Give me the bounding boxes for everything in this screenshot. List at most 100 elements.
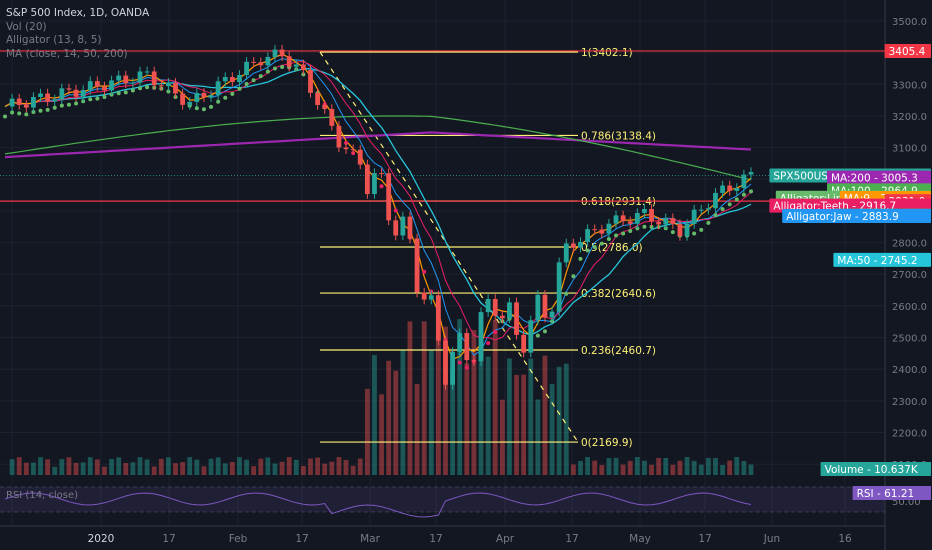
candle-body [94, 81, 100, 87]
symbol-title: S&P 500 Index, 1D, OANDA [6, 7, 150, 19]
candle-body [613, 215, 619, 224]
candle-body [599, 229, 605, 234]
volume-bar [421, 321, 427, 475]
volume-bar [237, 457, 242, 475]
volume-bar [293, 459, 299, 475]
candle-body [499, 315, 505, 319]
volume-bar [613, 457, 619, 475]
volume-bar [535, 399, 541, 475]
volume-bar [372, 355, 377, 475]
lips-dot [720, 207, 725, 212]
candle-body [634, 212, 640, 224]
candle-body [421, 292, 427, 300]
lips-dot [564, 291, 569, 296]
lips-dot [621, 231, 626, 236]
candle-body [187, 101, 193, 105]
volume-bar [187, 457, 193, 475]
x-tick-label: 17 [429, 533, 442, 545]
volume-bar [201, 466, 207, 475]
lips-dot [244, 81, 249, 86]
lips-dot [749, 189, 753, 194]
volume-bar [137, 457, 143, 475]
candle-body [66, 88, 72, 90]
volume-bar [66, 457, 72, 475]
candle-body [222, 77, 228, 82]
fib-level-label: 0.618(2931.4) [581, 196, 656, 208]
lips-dot [699, 227, 704, 232]
candle-body [322, 104, 328, 110]
candle-body [251, 61, 257, 63]
rsi-title: RSI (14, close) [6, 490, 78, 501]
volume-bar [386, 360, 392, 475]
candle-body [741, 174, 747, 188]
volume-bar [322, 463, 328, 475]
lips-dot [649, 224, 654, 229]
volume-bar [393, 370, 399, 475]
candle-body [208, 95, 214, 98]
candle-body [478, 312, 484, 362]
volume-bar [620, 464, 626, 475]
candle-body [151, 71, 157, 86]
lips-dot [280, 65, 285, 70]
candle-body [507, 302, 512, 319]
candle-body [31, 97, 36, 108]
indicator-ma[interactable]: MA (close, 14, 50, 200) [6, 47, 128, 60]
indicator-alligator[interactable]: Alligator (13, 8, 5) [6, 34, 102, 46]
volume-bar [94, 459, 100, 475]
candle-body [158, 85, 164, 87]
ma50-line [4, 68, 752, 336]
volume-bar [130, 462, 136, 475]
rsi-line [4, 492, 752, 518]
volume-bar [485, 356, 491, 475]
lips-dot [74, 101, 79, 106]
lips-dot [741, 192, 746, 197]
candles [9, 44, 754, 390]
x-tick-label: Apr [496, 533, 515, 545]
lips-dot [123, 90, 128, 95]
candle-body [656, 221, 662, 225]
price-label-tag [820, 462, 931, 476]
volume-bar [585, 457, 590, 475]
lips-dot [10, 110, 15, 115]
y-tick-label: 2600.0 [892, 302, 927, 313]
volume-bar [343, 459, 349, 475]
volume-bar [158, 458, 164, 475]
volume-bar [9, 459, 15, 475]
lips-dot [457, 360, 462, 365]
volume-bar [109, 458, 114, 475]
price-label-text: MA:200 - 3005.3 [831, 173, 918, 185]
price-label-text: Volume - 10.637K [825, 464, 919, 476]
volume-bar [379, 394, 384, 475]
lips-dot [692, 231, 697, 236]
volume-bar [464, 363, 470, 475]
volume-bar [45, 459, 51, 475]
alligator-teeth-line [4, 60, 752, 341]
candle-body [109, 80, 114, 91]
candle-body [435, 295, 441, 341]
rsi-tick-label: 50.00 [892, 497, 921, 508]
candle-body [443, 340, 448, 385]
lips-dot [166, 89, 171, 94]
candle-body [528, 320, 534, 353]
candle-body [705, 208, 711, 210]
volume-bar [521, 374, 527, 475]
candle-body [144, 71, 150, 73]
volume-bar [492, 319, 498, 475]
candle-body [166, 82, 171, 87]
volume-bar [144, 459, 150, 475]
candle-body [336, 125, 342, 148]
candle-body [734, 187, 740, 191]
indicator-volume[interactable]: Vol (20) [6, 20, 47, 33]
volume-bar [450, 369, 455, 475]
volume-bar [734, 457, 740, 475]
volume-bar [38, 457, 43, 475]
candle-body [38, 93, 43, 98]
volume-bar [691, 460, 697, 475]
candle-body [173, 82, 178, 94]
lips-dot [706, 220, 711, 225]
volume-bar [748, 464, 754, 475]
candle-body [315, 92, 321, 105]
volume-bar [350, 465, 356, 475]
lips-dot [422, 269, 427, 274]
